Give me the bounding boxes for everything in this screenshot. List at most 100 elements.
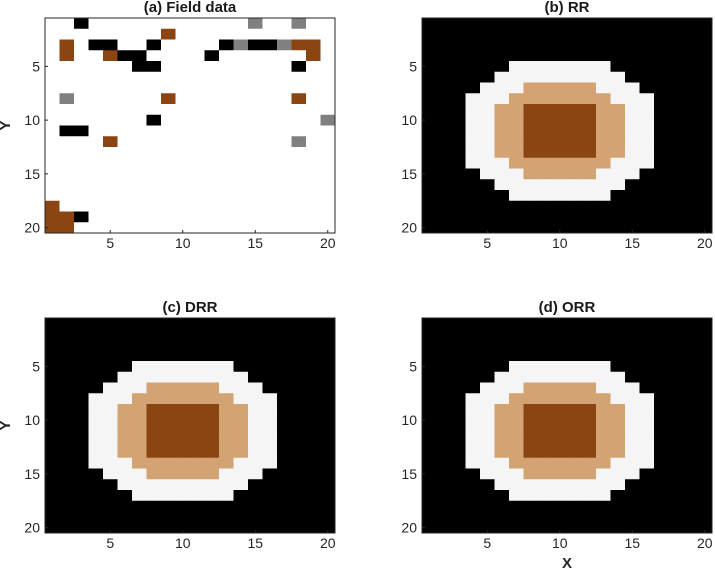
heatmap-cell xyxy=(697,114,713,126)
heatmap-cell xyxy=(552,104,568,116)
heatmap-cell xyxy=(291,71,307,83)
heatmap-cell xyxy=(480,479,495,491)
heatmap-cell xyxy=(683,93,698,105)
heatmap-cell xyxy=(262,457,278,469)
heatmap-cell xyxy=(509,425,524,437)
heatmap-cell xyxy=(219,168,234,180)
heatmap-cell xyxy=(451,404,466,416)
heatmap-cell xyxy=(509,82,524,94)
heatmap-cell xyxy=(610,425,626,437)
heatmap-cell xyxy=(465,436,481,448)
heatmap-cell xyxy=(88,147,104,159)
heatmap-cell xyxy=(567,222,582,234)
heatmap-cell xyxy=(509,490,524,502)
heatmap-cell xyxy=(523,190,539,202)
heatmap-cell xyxy=(625,39,640,51)
heatmap-cell xyxy=(639,93,655,105)
heatmap-cell xyxy=(103,18,118,30)
heatmap-cell xyxy=(683,211,698,223)
heatmap-cell xyxy=(625,479,640,491)
heatmap-cell xyxy=(291,104,307,116)
heatmap-cell xyxy=(117,50,133,62)
heatmap-cell xyxy=(74,350,89,362)
heatmap-cell xyxy=(291,490,307,502)
heatmap-cell xyxy=(175,82,191,94)
heatmap-cell xyxy=(248,157,263,169)
heatmap-cell xyxy=(74,211,89,223)
heatmap-cell xyxy=(74,104,89,116)
heatmap-cell xyxy=(306,500,321,512)
heatmap-cell xyxy=(668,104,684,116)
heatmap-cell xyxy=(625,328,640,340)
heatmap-cell xyxy=(697,222,713,234)
y-axis-label: Y xyxy=(0,420,14,430)
heatmap-cell xyxy=(190,350,205,362)
heatmap-cell xyxy=(175,371,191,383)
heatmap-cell xyxy=(117,93,133,105)
heatmap-cell xyxy=(697,511,713,523)
heatmap-cell xyxy=(451,490,466,502)
heatmap-cell xyxy=(132,50,147,62)
heatmap-cell xyxy=(494,318,510,330)
heatmap-cell xyxy=(132,179,147,191)
heatmap-cell xyxy=(262,18,278,30)
heatmap-cell xyxy=(59,222,75,234)
heatmap-cell xyxy=(146,147,162,159)
heatmap-cell xyxy=(233,222,249,234)
heatmap-cell xyxy=(480,136,495,148)
heatmap-cell xyxy=(117,382,133,394)
heatmap-cell xyxy=(436,28,452,40)
heatmap-cell xyxy=(509,61,524,73)
heatmap-cell xyxy=(596,447,611,459)
heatmap-cell xyxy=(277,168,292,180)
heatmap-cell xyxy=(277,190,292,202)
heatmap-cell xyxy=(132,339,147,351)
heatmap-cell xyxy=(668,522,684,534)
heatmap-cell xyxy=(233,479,249,491)
heatmap-cell xyxy=(233,28,249,40)
heatmap-cell xyxy=(422,382,437,394)
y-tick-label: 15 xyxy=(24,166,40,182)
heatmap-cell xyxy=(639,318,655,330)
heatmap-cell xyxy=(132,414,147,426)
heatmap-cell xyxy=(146,393,162,405)
heatmap-cell xyxy=(262,318,278,330)
heatmap-cell xyxy=(480,190,495,202)
y-tick-label: 5 xyxy=(409,358,417,374)
heatmap-cell xyxy=(88,222,104,234)
heatmap-cell xyxy=(422,222,437,234)
heatmap-cell xyxy=(74,61,89,73)
heatmap-cell xyxy=(683,361,698,373)
heatmap-cell xyxy=(74,147,89,159)
heatmap-cell xyxy=(88,28,104,40)
heatmap-cell xyxy=(538,28,553,40)
heatmap-cell xyxy=(306,393,321,405)
heatmap-cell xyxy=(596,71,611,83)
heatmap-cell xyxy=(494,500,510,512)
heatmap-cell xyxy=(451,318,466,330)
heatmap-cell xyxy=(59,93,75,105)
heatmap-cell xyxy=(306,436,321,448)
heatmap-cell xyxy=(204,114,220,126)
heatmap-cell xyxy=(422,157,437,169)
heatmap-cell xyxy=(480,339,495,351)
heatmap-cell xyxy=(262,82,278,94)
heatmap-cell xyxy=(567,114,582,126)
heatmap-cell xyxy=(654,382,669,394)
heatmap-cell xyxy=(190,211,205,223)
heatmap-cell xyxy=(88,61,104,73)
heatmap-cell xyxy=(538,222,553,234)
heatmap-cell xyxy=(132,18,147,30)
heatmap-cell xyxy=(146,522,162,534)
heatmap-cell xyxy=(610,211,626,223)
heatmap-cell xyxy=(219,39,234,51)
heatmap-cell xyxy=(567,190,582,202)
heatmap-cell xyxy=(523,436,539,448)
heatmap-cell xyxy=(567,414,582,426)
heatmap-cell xyxy=(117,339,133,351)
heatmap-cell xyxy=(45,104,60,116)
heatmap-cell xyxy=(494,39,510,51)
y-axis-label: Y xyxy=(0,120,14,130)
heatmap-cell xyxy=(683,50,698,62)
heatmap-cell xyxy=(465,200,481,212)
